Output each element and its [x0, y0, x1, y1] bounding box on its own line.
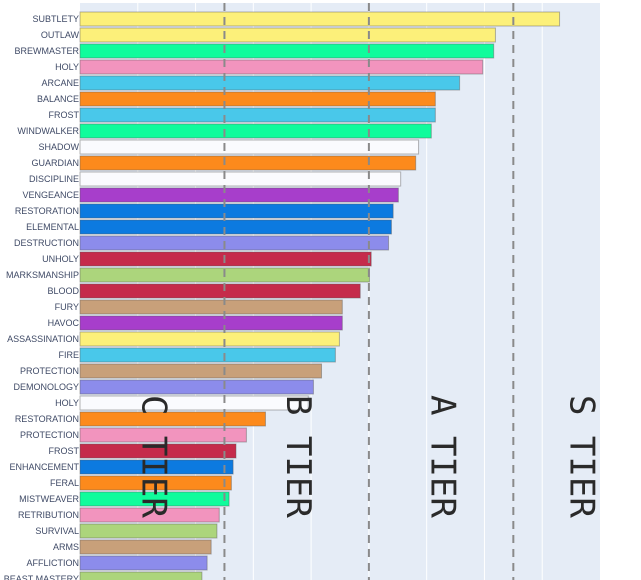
bar — [79, 411, 266, 427]
category-label: HAVOC — [48, 318, 80, 328]
category-label: RETRIBUTION — [18, 510, 79, 520]
category-label: DESTRUCTION — [14, 238, 79, 248]
bar — [79, 187, 399, 203]
category-label: MISTWEAVER — [19, 494, 79, 504]
bar — [79, 459, 234, 475]
bar — [79, 203, 394, 219]
bar — [79, 523, 218, 539]
bar — [79, 315, 343, 331]
tier-label: C TIER — [134, 395, 174, 518]
bar — [79, 475, 232, 491]
bar — [79, 171, 402, 187]
bar — [79, 43, 495, 59]
bar — [79, 491, 230, 507]
category-label: AFFLICTION — [26, 558, 79, 568]
category-label: SURVIVAL — [35, 526, 79, 536]
category-label: FROST — [49, 446, 80, 456]
bar — [79, 219, 392, 235]
category-label: FERAL — [50, 478, 79, 488]
category-label: OUTLAW — [41, 30, 80, 40]
category-label: RESTORATION — [15, 414, 79, 424]
bar — [79, 555, 208, 571]
category-label: MARKSMANSHIP — [6, 270, 79, 280]
bar — [79, 91, 436, 107]
category-label: BEAST MASTERY — [4, 574, 79, 580]
bar — [79, 443, 237, 459]
tier-label: A TIER — [423, 395, 463, 518]
bar — [79, 59, 484, 75]
category-label: ARCANE — [41, 78, 79, 88]
bar — [79, 539, 212, 555]
bar — [79, 571, 203, 580]
category-label: UNHOLY — [42, 254, 79, 264]
category-label: PROTECTION — [20, 366, 79, 376]
category-label: ARMS — [53, 542, 79, 552]
bar — [79, 347, 336, 363]
bar — [79, 363, 323, 379]
bar — [79, 123, 432, 139]
category-label: FURY — [55, 302, 79, 312]
bar — [79, 11, 561, 27]
tier-label: S TIER — [561, 395, 601, 518]
bar — [79, 283, 361, 299]
category-label: HOLY — [55, 62, 79, 72]
category-label: SHADOW — [39, 142, 80, 152]
bar — [79, 251, 372, 267]
category-label: BLOOD — [47, 286, 79, 296]
bar — [79, 299, 343, 315]
bar — [79, 379, 314, 395]
category-label: WINDWALKER — [17, 126, 79, 136]
category-label: RESTORATION — [15, 206, 79, 216]
category-label: SUBTLETY — [32, 14, 79, 24]
bar — [79, 507, 220, 523]
category-label: ASSASSINATION — [7, 334, 79, 344]
category-label: DISCIPLINE — [29, 174, 79, 184]
bar — [79, 395, 309, 411]
bar — [79, 235, 390, 251]
bar — [79, 27, 496, 43]
bar — [79, 139, 420, 155]
bar — [79, 155, 417, 171]
category-label: PROTECTION — [20, 430, 79, 440]
category-label: BALANCE — [37, 94, 79, 104]
category-label: BREWMASTER — [14, 46, 79, 56]
category-label: ELEMENTAL — [26, 222, 79, 232]
category-label: FIRE — [58, 350, 79, 360]
tier-label: B TIER — [278, 395, 318, 518]
bar — [79, 331, 340, 347]
bar — [79, 107, 436, 123]
category-label: GUARDIAN — [31, 158, 79, 168]
category-label: HOLY — [55, 398, 79, 408]
bar — [79, 75, 461, 91]
bar — [79, 427, 247, 443]
category-label: VENGEANCE — [22, 190, 79, 200]
category-label: DEMONOLOGY — [13, 382, 79, 392]
category-label: FROST — [49, 110, 80, 120]
category-label: ENHANCEMENT — [9, 462, 79, 472]
